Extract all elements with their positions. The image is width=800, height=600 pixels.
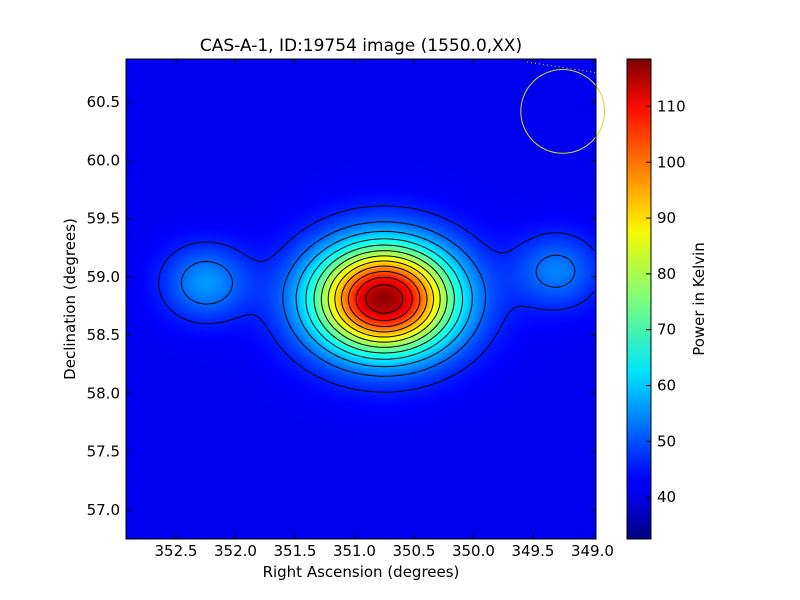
contour-line-12 — [365, 284, 404, 314]
colorbar-tick-label: 50 — [657, 432, 676, 450]
colorbar: 40 50 60 70 80 90 100 110 Power in Kelvin — [626, 58, 708, 540]
x-tick-label: 352.0 — [214, 542, 257, 560]
contour-line-3 — [295, 230, 473, 368]
x-tick-label: 349.0 — [571, 542, 614, 560]
colorbar-tick-label: 40 — [657, 488, 676, 506]
contour-line-4 — [305, 238, 464, 360]
colorbar-tick-label: 100 — [657, 153, 686, 171]
contour-line-1 — [158, 205, 595, 393]
contour-line-7 — [327, 255, 441, 343]
plot-area: 352.5 352.0 351.5 351.0 350.5 350.0 349.5 349.0… — [87, 58, 614, 560]
y-tick-label: 60.5 — [87, 93, 120, 111]
contour-line-9 — [340, 265, 428, 333]
x-tick-label: 349.5 — [511, 542, 554, 560]
contour-line-11 — [355, 276, 413, 322]
x-tick-label: 350.5 — [392, 542, 435, 560]
beam-circle — [520, 69, 606, 154]
y-tick-label: 59.5 — [87, 210, 120, 228]
y-axis-label: Declination (degrees) — [61, 218, 79, 380]
colorbar-gradient — [626, 58, 652, 540]
plot-frame — [125, 58, 597, 540]
y-tick-label: 59.0 — [87, 268, 120, 286]
y-axis-ticks: 57.0 57.5 58.0 58.5 59.0 59.5 60.0 60.5 — [87, 93, 596, 519]
heatmap-image — [126, 59, 596, 539]
contour-line-6 — [320, 250, 448, 348]
y-tick-label: 58.0 — [87, 384, 120, 402]
y-tick-label: 57.5 — [87, 443, 120, 461]
x-tick-label: 352.5 — [154, 542, 197, 560]
colorbar-ticks: 40 50 60 70 80 90 100 110 — [646, 97, 686, 506]
colorbar-label: Power in Kelvin — [690, 242, 708, 356]
y-tick-label: 58.5 — [87, 326, 120, 344]
contour-line-5 — [313, 244, 455, 354]
x-axis-ticks: 352.5 352.0 351.5 351.0 350.5 350.0 349.5 349.0 — [154, 59, 614, 560]
contour-lines — [158, 205, 595, 393]
x-axis-label: Right Ascension (degrees) — [263, 563, 460, 581]
beam-marker — [520, 61, 606, 154]
colorbar-tick-label: 60 — [657, 377, 676, 395]
chart-title: CAS-A-1, ID:19754 image (1550.0,XX) — [200, 36, 522, 56]
colorbar-tick-label: 110 — [657, 97, 686, 115]
y-tick-label: 57.0 — [87, 501, 120, 519]
colorbar-tick-label: 70 — [657, 321, 676, 339]
x-tick-label: 351.5 — [273, 542, 316, 560]
contour-line-8 — [334, 260, 435, 338]
y-tick-label: 60.0 — [87, 151, 120, 169]
x-tick-label: 351.0 — [333, 542, 376, 560]
contour-line-2 — [180, 221, 576, 377]
beam-dotted-line — [526, 61, 599, 74]
colorbar-tick-label: 90 — [657, 209, 676, 227]
x-tick-label: 350.0 — [452, 542, 495, 560]
colorbar-tick-label: 80 — [657, 265, 676, 283]
contour-line-10 — [347, 271, 421, 327]
